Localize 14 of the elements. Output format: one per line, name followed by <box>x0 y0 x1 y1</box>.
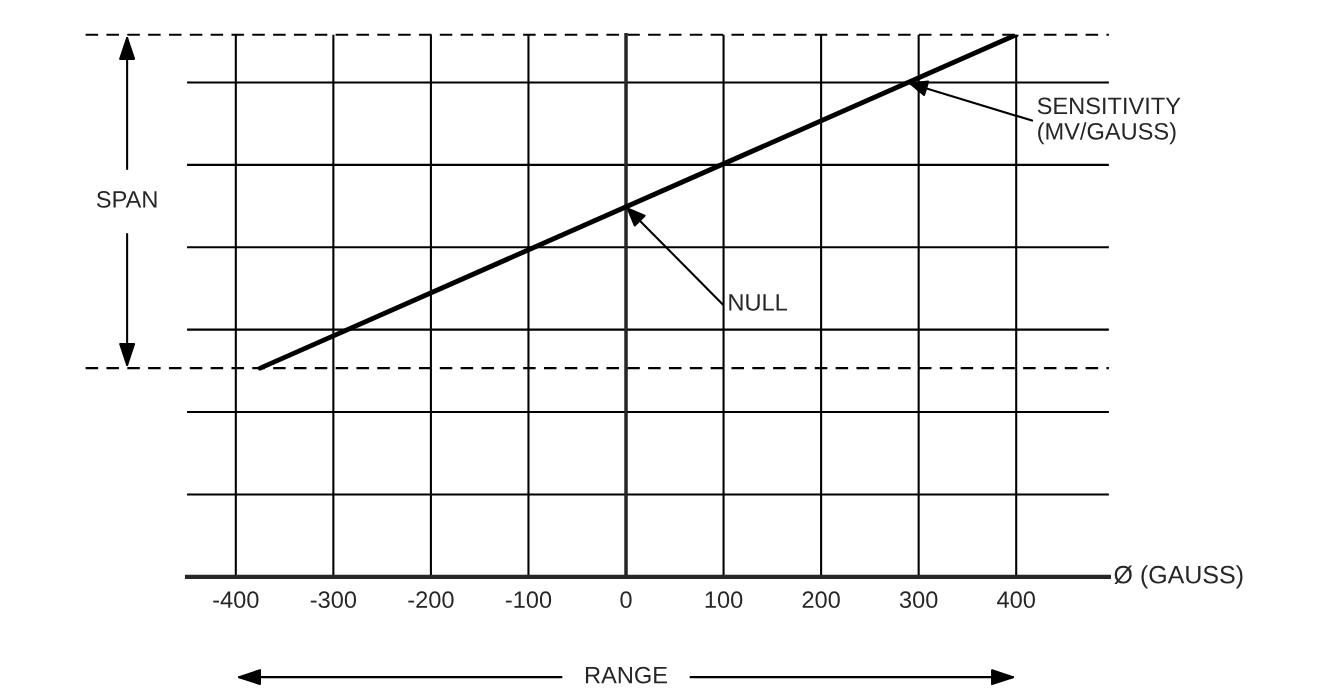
x-tick-label: -200 <box>408 591 454 609</box>
x-tick-label: 300 <box>899 591 938 609</box>
x-tick-label: 0 <box>620 591 632 609</box>
x-tick-label: 100 <box>705 591 743 609</box>
x-tick-label: -100 <box>505 591 552 609</box>
text: SPAN <box>96 191 157 208</box>
x-tick-label: 200 <box>802 591 840 609</box>
x-axis-title: Ø (GAUSS) <box>1114 565 1243 589</box>
x-tick-label: -400 <box>213 591 259 609</box>
annotation: NULL <box>729 294 787 311</box>
x-tick-label: -300 <box>310 591 357 609</box>
annotation: SENSITIVITY (MV/GAUSS) <box>1037 97 1181 145</box>
text: RANGE <box>585 666 667 684</box>
x-tick-label: 400 <box>997 591 1035 609</box>
